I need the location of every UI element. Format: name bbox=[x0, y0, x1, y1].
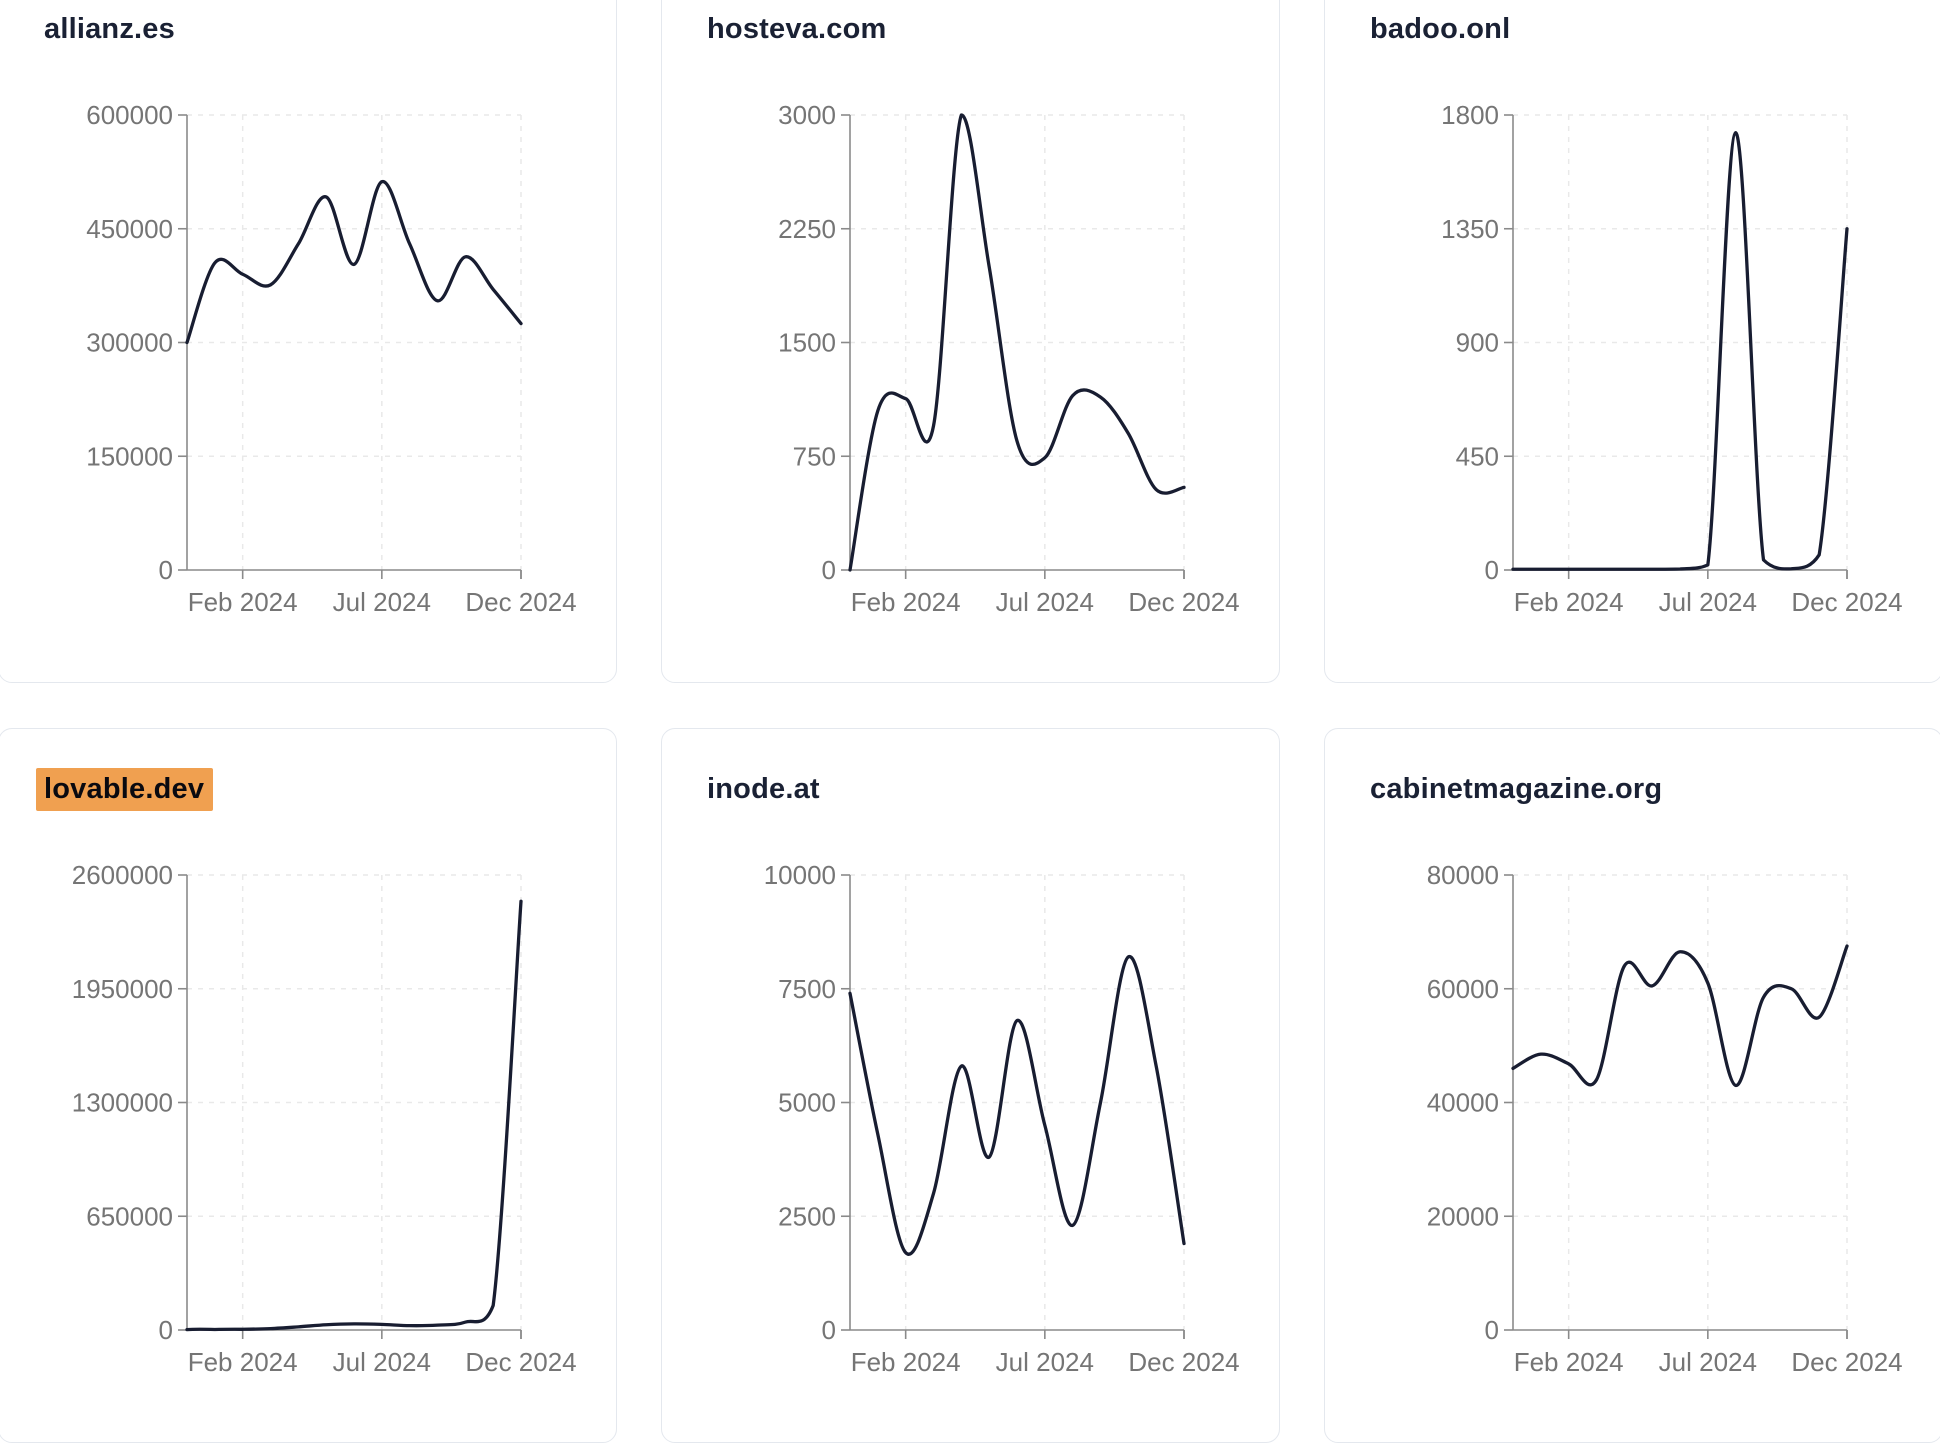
x-tick-label: Dec 2024 bbox=[1128, 587, 1239, 617]
y-tick-label: 5000 bbox=[778, 1088, 836, 1118]
x-tick-label: Jul 2024 bbox=[996, 1347, 1094, 1377]
x-tick-label: Dec 2024 bbox=[1791, 1347, 1902, 1377]
y-tick-label: 1950000 bbox=[72, 974, 173, 1004]
y-tick-label: 0 bbox=[159, 555, 173, 585]
y-tick-label: 10000 bbox=[764, 860, 836, 890]
y-tick-label: 0 bbox=[1485, 1315, 1499, 1345]
traffic-line bbox=[848, 113, 1186, 572]
x-tick-label: Feb 2024 bbox=[188, 1347, 298, 1377]
card-title: inode.at bbox=[707, 773, 820, 805]
y-tick-label: 150000 bbox=[86, 441, 173, 471]
y-tick-label: 300000 bbox=[86, 328, 173, 358]
traffic-line bbox=[1511, 131, 1849, 571]
y-tick-label: 1300000 bbox=[72, 1088, 173, 1118]
domain-card: cabinetmagazine.org 80000 60000 40000 20000… bbox=[1324, 728, 1940, 1443]
x-tick-label: Dec 2024 bbox=[465, 1347, 576, 1377]
y-tick-label: 7500 bbox=[778, 974, 836, 1004]
y-tick-label: 80000 bbox=[1427, 860, 1499, 890]
card-title: badoo.onl bbox=[1370, 13, 1511, 45]
card-title: cabinetmagazine.org bbox=[1370, 773, 1663, 805]
x-tick-label: Feb 2024 bbox=[1514, 1347, 1624, 1377]
x-tick-label: Feb 2024 bbox=[851, 587, 961, 617]
x-tick-label: Feb 2024 bbox=[851, 1347, 961, 1377]
y-tick-label: 600000 bbox=[86, 100, 173, 130]
domain-card: inode.at 10000 7500 5000 2500 0 Feb 2024 Jul 2… bbox=[661, 728, 1280, 1443]
domain-card: badoo.onl 1800 1350 900 450 0 Feb 2024 Jul 202… bbox=[1324, 0, 1940, 683]
y-tick-label: 0 bbox=[1485, 555, 1499, 585]
card-title: lovable.dev bbox=[36, 768, 214, 811]
card-title: allianz.es bbox=[44, 13, 175, 45]
y-tick-label: 40000 bbox=[1427, 1088, 1499, 1118]
y-tick-label: 750 bbox=[793, 441, 836, 471]
x-tick-label: Dec 2024 bbox=[1791, 587, 1902, 617]
y-tick-label: 20000 bbox=[1427, 1201, 1499, 1231]
y-tick-label: 1500 bbox=[778, 328, 836, 358]
y-tick-label: 0 bbox=[822, 1315, 836, 1345]
y-tick-label: 1350 bbox=[1441, 214, 1499, 244]
y-tick-label: 2500 bbox=[778, 1201, 836, 1231]
x-tick-label: Jul 2024 bbox=[333, 587, 431, 617]
x-tick-label: Feb 2024 bbox=[1514, 587, 1624, 617]
x-tick-label: Jul 2024 bbox=[1659, 1347, 1757, 1377]
traffic-line bbox=[848, 955, 1186, 1256]
traffic-line bbox=[185, 899, 523, 1332]
y-tick-label: 650000 bbox=[86, 1201, 173, 1231]
x-tick-label: Dec 2024 bbox=[1128, 1347, 1239, 1377]
traffic-chart[interactable]: 80000 60000 40000 20000 0 Feb 2024 Jul 2024 Dec… bbox=[1325, 729, 1940, 1444]
domain-card: lovable.dev 2600000 1950000 1300000 650000 0… bbox=[0, 728, 617, 1443]
y-tick-label: 450 bbox=[1456, 441, 1499, 471]
y-tick-label: 450000 bbox=[86, 214, 173, 244]
x-tick-label: Feb 2024 bbox=[188, 587, 298, 617]
y-tick-label: 2250 bbox=[778, 214, 836, 244]
traffic-chart[interactable]: 2600000 1950000 1300000 650000 0 Feb 2024 Jul … bbox=[0, 729, 618, 1444]
traffic-chart[interactable]: 10000 7500 5000 2500 0 Feb 2024 Jul 2024 Dec 20… bbox=[662, 729, 1281, 1444]
traffic-chart[interactable]: 1800 1350 900 450 0 Feb 2024 Jul 2024 Dec 2024 bbox=[1325, 0, 1940, 684]
card-title: hosteva.com bbox=[707, 13, 887, 45]
traffic-chart[interactable]: 600000 450000 300000 150000 0 Feb 2024 Jul 202… bbox=[0, 0, 618, 684]
y-tick-label: 1800 bbox=[1441, 100, 1499, 130]
traffic-line bbox=[1511, 944, 1849, 1088]
y-tick-label: 2600000 bbox=[72, 860, 173, 890]
x-tick-label: Jul 2024 bbox=[333, 1347, 431, 1377]
y-tick-label: 3000 bbox=[778, 100, 836, 130]
domain-card: allianz.es 600000 450000 300000 150000 0 Feb … bbox=[0, 0, 617, 683]
x-tick-label: Jul 2024 bbox=[996, 587, 1094, 617]
x-tick-label: Dec 2024 bbox=[465, 587, 576, 617]
traffic-line bbox=[185, 180, 523, 345]
y-tick-label: 0 bbox=[822, 555, 836, 585]
y-tick-label: 60000 bbox=[1427, 974, 1499, 1004]
y-tick-label: 900 bbox=[1456, 328, 1499, 358]
highlighted-title-text: lovable.dev bbox=[36, 768, 214, 811]
traffic-chart[interactable]: 3000 2250 1500 750 0 Feb 2024 Jul 2024 Dec 2024 bbox=[662, 0, 1281, 684]
x-tick-label: Jul 2024 bbox=[1659, 587, 1757, 617]
y-tick-label: 0 bbox=[159, 1315, 173, 1345]
domain-card: hosteva.com 3000 2250 1500 750 0 Feb 2024 Jul … bbox=[661, 0, 1280, 683]
